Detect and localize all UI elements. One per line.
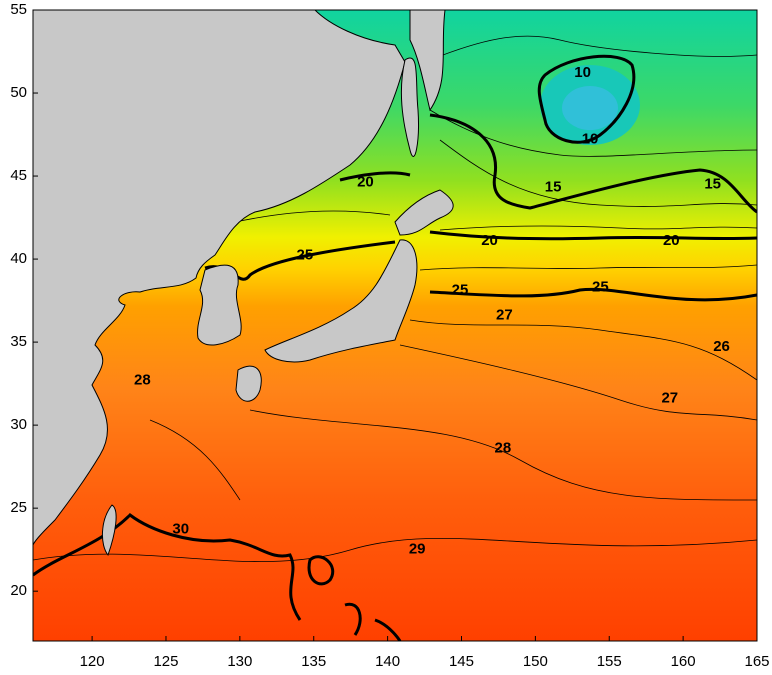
contour-line	[439, 139, 757, 207]
contour-label: 20	[481, 232, 498, 249]
contour-line	[409, 319, 757, 381]
contour-label: 10	[582, 130, 599, 147]
x-tick-label: 160	[671, 653, 696, 670]
contour-label: 20	[357, 174, 374, 191]
contour-line	[419, 264, 757, 271]
contour-20	[339, 171, 757, 241]
x-tick-label: 140	[375, 653, 400, 670]
x-tick-label: 125	[153, 653, 178, 670]
contour-label: 25	[592, 278, 609, 295]
contour-30	[33, 513, 402, 641]
contour-label: 25	[452, 282, 469, 299]
contour-label: 20	[663, 232, 680, 249]
land-taiwan	[102, 504, 117, 557]
y-tick-label: 35	[10, 333, 27, 350]
contour-line	[33, 537, 757, 562]
x-tick-label: 150	[523, 653, 548, 670]
contour-label: 25	[297, 247, 314, 264]
y-tick-label: 25	[10, 499, 27, 516]
land-hokkaido	[394, 189, 454, 236]
land-sakhalin	[400, 57, 419, 157]
land-asia	[33, 10, 406, 546]
contour-label: 29	[409, 541, 426, 558]
contour-label: 28	[134, 371, 151, 388]
x-tick-label: 165	[744, 653, 769, 670]
land-honshu	[264, 239, 418, 363]
x-tick-label: 120	[80, 653, 105, 670]
y-tick-label: 50	[10, 84, 27, 101]
contour-label: 27	[661, 390, 678, 407]
contour-line	[429, 35, 757, 61]
contour-label: 10	[574, 64, 591, 81]
land-korea	[197, 264, 242, 346]
x-tick-label: 155	[597, 653, 622, 670]
x-tick-label: 130	[227, 653, 252, 670]
map-body	[33, 10, 757, 641]
x-tick-label: 145	[449, 653, 474, 670]
y-tick-label: 55	[10, 1, 27, 18]
contour-10	[537, 54, 636, 144]
x-tick-label: 135	[301, 653, 326, 670]
contour-line	[439, 225, 757, 231]
contour-label: 26	[713, 338, 730, 355]
map-frame	[32, 9, 758, 642]
contour-label: 27	[496, 307, 513, 324]
land-kyushu	[235, 365, 262, 402]
contour-line	[249, 409, 757, 501]
contour-line	[149, 419, 241, 501]
y-tick-label: 20	[10, 582, 27, 599]
contour-15	[429, 113, 757, 214]
land-kamchatka-coast	[409, 10, 446, 112]
y-tick-label: 40	[10, 250, 27, 267]
contour-label: 30	[172, 521, 189, 538]
contour-label: 15	[545, 179, 562, 196]
contour-label: 28	[495, 439, 512, 456]
y-tick-label: 30	[10, 416, 27, 433]
contour-label: 15	[704, 175, 721, 192]
y-tick-label: 45	[10, 167, 27, 184]
cold-core	[562, 86, 618, 130]
contour-line	[399, 344, 757, 421]
